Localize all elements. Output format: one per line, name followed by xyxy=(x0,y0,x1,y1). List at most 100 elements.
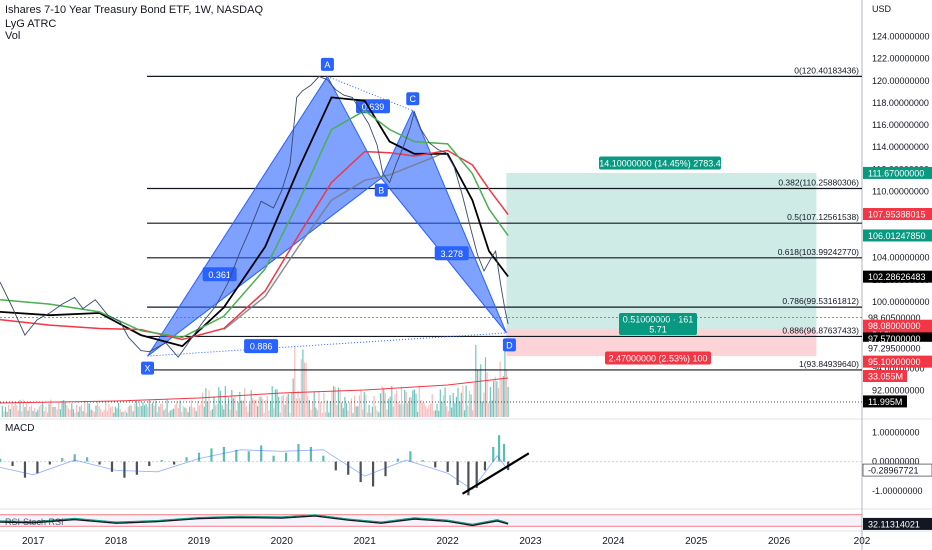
volume-bar xyxy=(476,370,478,417)
volume-bar xyxy=(475,344,477,417)
price-tag-bg xyxy=(863,229,932,242)
macd-histogram-bar xyxy=(272,455,275,462)
price-axis-tick: 122.00000000 xyxy=(872,54,930,64)
moving-average-line xyxy=(223,154,440,331)
volume-bar xyxy=(497,388,499,417)
macd-histogram-bar xyxy=(475,461,478,488)
price-axis-tick: 92.00000000 xyxy=(872,385,925,395)
volume-bar xyxy=(300,359,302,417)
macd-axis-tick: 1.00000000 xyxy=(872,427,920,437)
volume-bar xyxy=(61,401,63,417)
pane-labels: MACD RSI-Stoch RSI xyxy=(5,423,64,527)
volume-bar xyxy=(101,412,104,417)
volume-bar xyxy=(210,410,212,417)
volume-bar xyxy=(121,411,123,417)
macd-histogram-bar xyxy=(434,461,437,468)
volume-bar xyxy=(142,402,144,417)
macd-histogram-bar xyxy=(322,455,325,462)
volume-bar xyxy=(51,406,53,417)
macd-histogram-bar xyxy=(502,443,506,462)
volume-bar xyxy=(292,378,294,417)
harmonic-point-b-text: B xyxy=(378,186,384,196)
volume-bar xyxy=(417,411,419,417)
long-position-tool: 14.10000000 (14.45%) 2783.4 2.47000000 (2… xyxy=(506,156,817,365)
volume-bar xyxy=(11,403,13,417)
volume-bar xyxy=(46,412,49,417)
volume-bar xyxy=(370,412,372,417)
volume-bar xyxy=(173,408,175,417)
volume-bar xyxy=(334,386,336,417)
volume-bar xyxy=(119,409,121,417)
macd-pane xyxy=(0,435,862,496)
volume-bar xyxy=(92,410,94,417)
volume-bar xyxy=(198,405,200,417)
price-tag-text: 102.28626483 xyxy=(868,272,926,282)
volume-bar xyxy=(8,404,10,417)
volume-bar xyxy=(116,408,118,417)
volume-bar xyxy=(202,392,204,417)
price-series-line xyxy=(0,75,509,358)
volume-bar xyxy=(1,406,3,417)
harmonic-ratio-label-text: 0.361 xyxy=(208,270,231,280)
volume-bar xyxy=(58,402,60,417)
harmonic-point-d-text: D xyxy=(506,340,513,350)
volume-bar xyxy=(213,396,215,417)
volume-bar xyxy=(438,410,440,417)
volume-bar xyxy=(132,411,134,417)
volume-bar xyxy=(347,410,349,417)
time-axis-tick: 202 xyxy=(854,536,871,547)
volume-bar xyxy=(25,403,28,417)
rsi-line xyxy=(0,515,509,527)
macd-histogram-bar xyxy=(396,458,400,462)
volume-bar xyxy=(436,403,438,417)
indicator-label-volume[interactable]: Vol xyxy=(5,30,21,42)
volume-bar xyxy=(484,357,487,417)
volume-bar xyxy=(383,388,385,417)
volume-bar xyxy=(181,411,183,417)
volume-bar xyxy=(287,393,289,417)
price-axis-tick: 110.00000000 xyxy=(872,186,929,196)
volume-bar xyxy=(375,405,377,417)
volume-bar xyxy=(64,402,66,417)
volume-bar xyxy=(295,398,297,417)
time-axis: 2017 2018 2019 2020 2021 2022 2023 2024 2025 2026… xyxy=(22,536,871,547)
volume-bar xyxy=(470,394,472,417)
volume-bar xyxy=(17,410,19,417)
price-tag-bg xyxy=(863,395,907,408)
currency-label: USD xyxy=(872,4,892,14)
volume-bar xyxy=(169,410,171,417)
volume-bar xyxy=(124,410,126,417)
macd-histogram-bar xyxy=(160,460,163,462)
volume-bar xyxy=(433,411,435,417)
volume-bar xyxy=(360,389,362,417)
volume-bar xyxy=(250,390,252,417)
volume-bar xyxy=(478,370,480,417)
volume-bar xyxy=(190,400,192,417)
volume-bar xyxy=(164,408,167,417)
volume-bar xyxy=(378,412,380,417)
harmonic-point-x-bg xyxy=(141,361,155,375)
indicator-label-lyg-atrc[interactable]: LyG ATRC xyxy=(5,18,57,30)
volume-bar xyxy=(147,406,149,417)
volume-bar xyxy=(389,396,391,417)
macd-signal-line xyxy=(0,449,509,490)
volume-bar xyxy=(313,391,315,417)
volume-bar xyxy=(463,410,466,417)
macd-histogram-bar xyxy=(0,458,2,462)
volume-bar xyxy=(486,372,488,417)
volume-bar xyxy=(127,406,129,417)
volume-bar xyxy=(79,406,81,417)
time-axis-tick: 2024 xyxy=(602,536,625,547)
volume-bar xyxy=(399,404,401,417)
volume-bar xyxy=(247,411,249,417)
macd-histogram-bar xyxy=(135,461,138,475)
volume-bar xyxy=(404,389,406,417)
volume-bar xyxy=(316,410,318,417)
volume-bar xyxy=(494,376,496,417)
harmonic-ratio-label-bg xyxy=(434,246,469,261)
harmonic-point-a-text: A xyxy=(324,60,330,70)
volume-bar xyxy=(260,396,262,417)
volume-bar xyxy=(232,398,234,417)
price-axis-tick: 120.00000000 xyxy=(872,76,930,86)
